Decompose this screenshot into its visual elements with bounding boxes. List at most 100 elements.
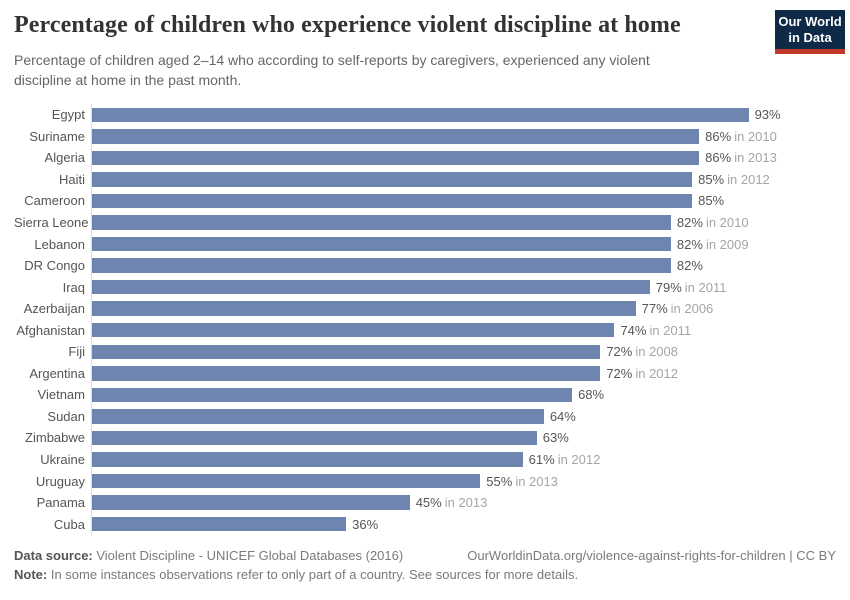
bar[interactable] — [92, 193, 693, 209]
year-note: in 2008 — [635, 344, 678, 360]
country-label: Zimbabwe — [25, 430, 85, 446]
owid-logo-line2: in Data — [788, 30, 832, 45]
note-label: Note: — [14, 566, 48, 582]
bar[interactable] — [92, 409, 544, 424]
year-note: in 2010 — [705, 215, 749, 230]
bar-row: Suriname 86% in 2010 — [14, 125, 836, 148]
bar-row: Algeria 86% in 2013 — [14, 147, 836, 169]
bar[interactable] — [92, 387, 573, 403]
bar-track: 82% in 2010 — [91, 211, 836, 234]
bar-row: Zimbabwe 63% — [14, 427, 836, 449]
bar-track: 82% — [91, 254, 836, 277]
value-label: 85% — [698, 193, 725, 209]
bar-track: 74% in 2011 — [91, 319, 836, 342]
bar-row: Cuba 36% — [14, 513, 836, 535]
value-label: 86% in 2010 — [705, 128, 777, 144]
bar-track: 72% in 2008 — [91, 341, 836, 363]
bar-row: Haiti 85% in 2012 — [14, 168, 836, 191]
bar-track: 45% in 2013 — [91, 491, 836, 514]
value-label: 36% — [352, 516, 379, 532]
data-source-line: Data source: Violent Discipline - UNICEF… — [14, 547, 403, 566]
bar[interactable] — [92, 452, 523, 467]
bar[interactable] — [92, 495, 410, 510]
country-label: Sudan — [47, 408, 85, 424]
bar-row: Azerbaijan 77% in 2006 — [14, 297, 836, 320]
bar[interactable] — [92, 344, 601, 360]
bar[interactable] — [92, 172, 693, 187]
bar[interactable] — [92, 366, 601, 381]
year-note: in 2012 — [557, 452, 601, 468]
owid-logo[interactable]: Our World in Data — [775, 10, 845, 54]
country-label: Algeria — [44, 150, 85, 166]
bar-track: 61% in 2012 — [91, 448, 836, 471]
bar-row: Ukraine 61% in 2012 — [14, 448, 836, 471]
country-label: Panama — [36, 495, 85, 511]
data-source-text: Violent Discipline - UNICEF Global Datab… — [92, 548, 404, 563]
value-label: 77% in 2006 — [641, 301, 714, 317]
country-label: Vietnam — [37, 387, 85, 403]
bar[interactable] — [92, 516, 347, 532]
bar-row: Afghanistan 74% in 2011 — [14, 319, 836, 342]
note-line: Note: In some instances observations ref… — [14, 566, 836, 585]
value-label: 93% — [754, 107, 781, 123]
bar[interactable] — [92, 473, 481, 489]
country-label: Iraq — [62, 279, 85, 295]
bar-track: 55% in 2013 — [91, 470, 836, 492]
country-label: Afghanistan — [16, 322, 85, 338]
bar[interactable] — [92, 150, 700, 166]
bar[interactable] — [92, 279, 650, 295]
country-label: Sierra Leone — [14, 215, 89, 230]
value-label: 82% — [676, 258, 703, 274]
year-note: in 2013 — [444, 495, 488, 511]
bar[interactable] — [92, 107, 749, 123]
chart-subtitle: Percentage of children aged 2–14 who acc… — [14, 52, 650, 88]
year-note: in 2012 — [727, 171, 770, 187]
bar[interactable] — [92, 215, 671, 230]
bar-track: 72% in 2012 — [91, 362, 836, 385]
bar[interactable] — [92, 258, 671, 273]
bar[interactable] — [92, 129, 700, 144]
bar-track: 86% in 2013 — [91, 147, 836, 169]
bar[interactable] — [92, 236, 671, 252]
chart-footer: Data source: Violent Discipline - UNICEF… — [14, 547, 836, 585]
year-note: in 2012 — [635, 365, 678, 381]
bar-track: 77% in 2006 — [91, 297, 836, 320]
bar[interactable] — [92, 301, 636, 316]
page-title: Percentage of children who experience vi… — [14, 12, 681, 38]
value-label: 45% in 2013 — [415, 495, 488, 511]
bar[interactable] — [92, 322, 615, 338]
bar-track: 85% in 2012 — [91, 168, 836, 191]
year-note: in 2011 — [684, 279, 727, 295]
owid-logo-line1: Our World — [778, 14, 842, 29]
country-label: Cuba — [53, 516, 85, 532]
value-label: 74% in 2011 — [620, 322, 692, 338]
country-label: Cameroon — [24, 193, 85, 209]
value-label: 85% in 2012 — [698, 171, 770, 187]
value-label: 82% in 2009 — [676, 236, 749, 252]
bar-track: 86% in 2010 — [91, 125, 836, 148]
bar-row: Fiji 72% in 2008 — [14, 341, 836, 363]
country-label: Suriname — [29, 128, 85, 144]
bar-row: Egypt 93% — [14, 104, 836, 126]
value-label: 79% in 2011 — [655, 279, 727, 295]
value-label: 68% — [578, 387, 605, 403]
bar-track: 63% — [91, 427, 836, 449]
bar-track: 85% — [91, 190, 836, 212]
bar-row: Iraq 79% in 2011 — [14, 276, 836, 298]
value-label: 61% in 2012 — [528, 452, 601, 468]
note-text: In some instances observations refer to … — [47, 566, 579, 582]
value-label: 63% — [542, 430, 569, 446]
data-source-label: Data source: — [14, 548, 93, 563]
country-label: Egypt — [51, 107, 85, 123]
value-label: 86% in 2013 — [705, 150, 777, 166]
country-label: Fiji — [68, 344, 85, 360]
bar[interactable] — [92, 430, 537, 446]
value-label: 72% in 2012 — [606, 365, 678, 381]
citation-link[interactable]: OurWorldinData.org/violence-against-righ… — [467, 548, 836, 563]
bar-row: Cameroon 85% — [14, 190, 836, 212]
bar-track: 79% in 2011 — [91, 276, 836, 298]
year-note: in 2011 — [649, 322, 692, 338]
bar-track: 68% — [91, 384, 836, 406]
bar-row: DR Congo 82% — [14, 254, 836, 277]
